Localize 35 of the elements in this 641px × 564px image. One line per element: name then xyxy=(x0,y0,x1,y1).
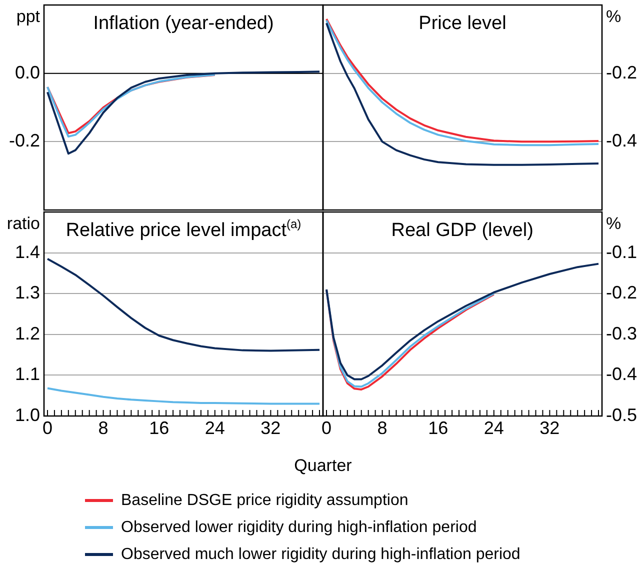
x-tick-label: 8 xyxy=(377,418,388,438)
x-tick-label: 24 xyxy=(204,418,225,438)
x-tick-label: 24 xyxy=(484,418,504,438)
x-tick-label: 16 xyxy=(428,418,448,438)
chart-title: Price level xyxy=(418,13,506,34)
x-tick-label: 0 xyxy=(321,418,332,438)
x-tick-label: 32 xyxy=(540,418,560,438)
legend-label: Observed much lower rigidity during high-inflation period xyxy=(121,546,520,564)
y2-tick-label: -0.4 xyxy=(606,130,638,151)
x-tick-label: 0 xyxy=(42,418,52,438)
chart-title: Real GDP (level) xyxy=(391,220,534,241)
y-tick-label: 1.0 xyxy=(14,404,40,425)
y-tick-label: -0.2 xyxy=(8,130,40,151)
y-tick-label: 1.4 xyxy=(14,242,40,262)
y-axis-title: ratio xyxy=(6,214,40,233)
x-axis-title: Quarter xyxy=(293,456,353,476)
x-tick-label: 8 xyxy=(98,418,108,438)
x-tick-label: 32 xyxy=(260,418,281,438)
chart-title: Inflation (year-ended) xyxy=(93,13,274,34)
legend-label: Observed lower rigidity during high-inflation period xyxy=(121,518,477,536)
x-tick-label: 16 xyxy=(149,418,170,438)
y2-tick-label: -0.2 xyxy=(606,62,638,82)
y2-axis-title: % xyxy=(606,214,622,233)
y2-tick-label: -0.1 xyxy=(606,242,638,262)
y-tick-label: 0.0 xyxy=(14,62,40,82)
y2-tick-label: -0.5 xyxy=(606,404,638,425)
y-axis-title: ppt xyxy=(16,7,40,26)
y-tick-label: 1.1 xyxy=(14,364,40,384)
y2-tick-label: -0.3 xyxy=(606,323,638,344)
y2-tick-label: -0.4 xyxy=(606,364,638,384)
y-tick-label: 1.3 xyxy=(14,282,40,303)
legend-label: Baseline DSGE price rigidity assumption xyxy=(121,492,408,510)
y2-tick-label: -0.2 xyxy=(606,282,638,303)
y2-axis-title: % xyxy=(606,7,622,26)
y-tick-label: 1.2 xyxy=(14,323,40,344)
